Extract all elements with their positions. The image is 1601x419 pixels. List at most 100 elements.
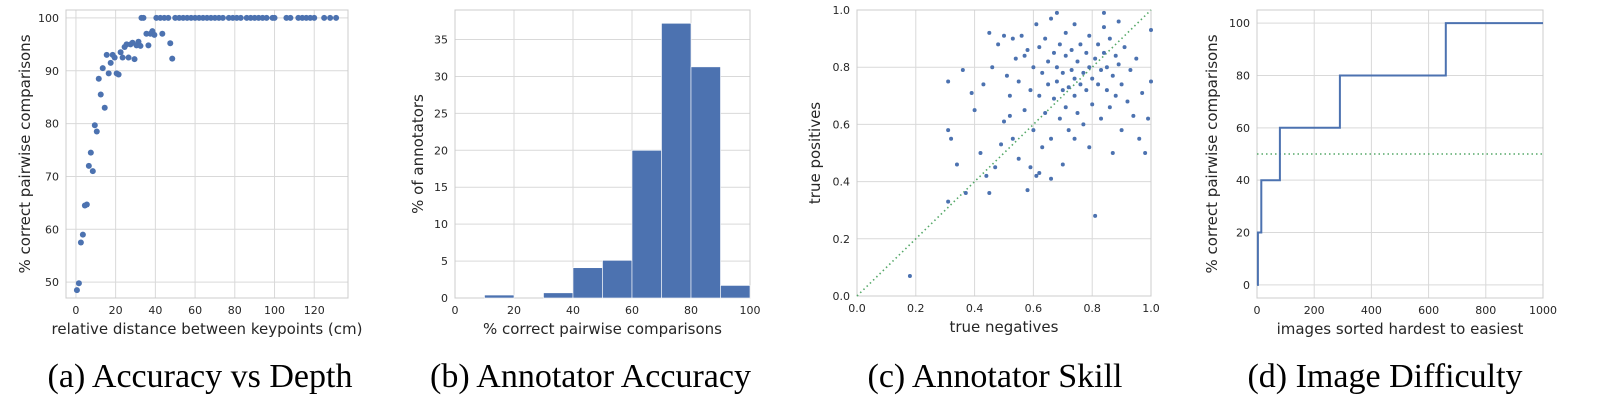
data-point	[1063, 105, 1068, 110]
data-point	[1054, 79, 1059, 84]
x-tick-label: 120	[304, 304, 325, 317]
accuracy-step-line	[1256, 22, 1543, 286]
y-tick-label: 50	[45, 276, 59, 289]
data-point	[1016, 156, 1021, 161]
data-point	[907, 273, 912, 278]
data-point	[1049, 136, 1054, 141]
data-point	[1101, 50, 1106, 55]
y-tick-label: 10	[434, 218, 448, 231]
data-point	[1110, 73, 1115, 78]
chart-a: 0 20 40 60 80 100 120 50 60 70 80 90 100 relative dis…	[0, 0, 395, 349]
x-tick-label: 60	[625, 304, 639, 317]
data-point	[1104, 65, 1109, 70]
data-point	[1069, 68, 1074, 73]
data-point	[119, 54, 126, 61]
data-point	[99, 65, 106, 72]
data-point	[1046, 82, 1051, 87]
data-point	[1043, 36, 1048, 41]
plot-frame	[856, 9, 1152, 297]
data-point	[960, 68, 965, 73]
data-point	[1072, 76, 1077, 81]
data-point	[1028, 88, 1033, 93]
data-point	[1010, 136, 1015, 141]
data-point	[1087, 33, 1092, 38]
data-point	[1099, 68, 1104, 73]
data-point	[969, 90, 974, 95]
plot-frame	[65, 9, 349, 299]
data-point	[107, 59, 114, 66]
y-tick-label: 0	[441, 292, 448, 305]
data-point	[972, 108, 977, 113]
x-tick-label: 1.0	[1142, 302, 1160, 315]
data-point	[1134, 56, 1139, 61]
y-axis-label: % correct pairwise comparisons	[16, 34, 34, 273]
data-point	[963, 191, 968, 196]
data-point	[946, 128, 951, 133]
annotator-skill-chart: 0.0 0.2 0.4 0.6 0.8 1.0 0.0 0.2 0.4 0.6 0.8 1.0 true…	[806, 4, 1160, 336]
data-point	[1037, 93, 1042, 98]
data-point	[1125, 99, 1130, 104]
data-point	[95, 75, 102, 82]
histogram-bar	[661, 22, 692, 299]
y-tick-label: 0.0	[833, 290, 851, 303]
data-point	[1122, 45, 1127, 50]
diagonal-reference-line	[856, 9, 1152, 297]
data-point	[83, 201, 90, 208]
data-point	[1040, 145, 1045, 150]
data-point	[1110, 151, 1115, 155]
plot-area	[1257, 10, 1543, 298]
x-tick-label: 0	[1254, 304, 1261, 317]
histogram-bar	[572, 267, 603, 299]
x-tick-label: 600	[1418, 304, 1439, 317]
data-point	[981, 82, 986, 87]
data-point	[946, 199, 951, 204]
data-point	[1107, 105, 1112, 110]
x-tick-label: 20	[109, 304, 123, 317]
data-point	[1072, 136, 1077, 141]
x-tick-label: 40	[566, 304, 580, 317]
caption-b: (b) Annotator Accuracy	[430, 358, 751, 395]
data-point	[1051, 96, 1056, 101]
data-point	[1149, 79, 1153, 84]
data-point	[271, 14, 278, 21]
x-tick-label: 0.8	[1083, 302, 1101, 315]
data-point	[1054, 10, 1059, 15]
y-tick-label: 20	[1236, 227, 1250, 240]
y-tick-label: 20	[434, 144, 448, 157]
chart-d: 0 200 400 600 800 1000 0 20 40 60 80 100 images sort…	[1195, 0, 1595, 349]
x-tick-label: 800	[1475, 304, 1496, 317]
image-difficulty-chart: 0 200 400 600 800 1000 0 20 40 60 80 100 images sort…	[1203, 9, 1557, 338]
x-axis-label: % correct pairwise comparisons	[483, 320, 722, 338]
data-point	[946, 79, 951, 84]
data-point	[1081, 122, 1086, 127]
data-point	[1060, 162, 1065, 167]
data-point	[263, 14, 270, 21]
y-tick-label: 5	[441, 255, 448, 268]
data-point	[954, 162, 959, 167]
histogram-bar	[690, 66, 721, 299]
data-point	[101, 104, 108, 111]
data-point	[1066, 85, 1071, 90]
x-tick-label: 80	[228, 304, 242, 317]
x-tick-label: 400	[1361, 304, 1382, 317]
data-point	[1019, 33, 1024, 38]
data-point	[1099, 116, 1104, 121]
x-tick-label: 0.6	[1025, 302, 1043, 315]
data-point	[1031, 128, 1036, 133]
data-point	[996, 42, 1001, 47]
data-point	[89, 168, 96, 175]
data-point	[1096, 82, 1101, 87]
data-point	[1049, 16, 1054, 21]
data-point	[1140, 90, 1145, 95]
data-point	[1025, 188, 1030, 193]
data-point	[1090, 102, 1095, 107]
data-point	[1096, 42, 1101, 47]
data-point	[1043, 110, 1048, 115]
data-point	[1090, 76, 1095, 81]
data-point	[237, 14, 244, 21]
data-point	[333, 14, 340, 21]
x-tick-label: 100	[740, 304, 761, 317]
y-tick-label: 30	[434, 70, 448, 83]
x-tick-label: 60	[188, 304, 202, 317]
data-point	[1101, 25, 1106, 30]
